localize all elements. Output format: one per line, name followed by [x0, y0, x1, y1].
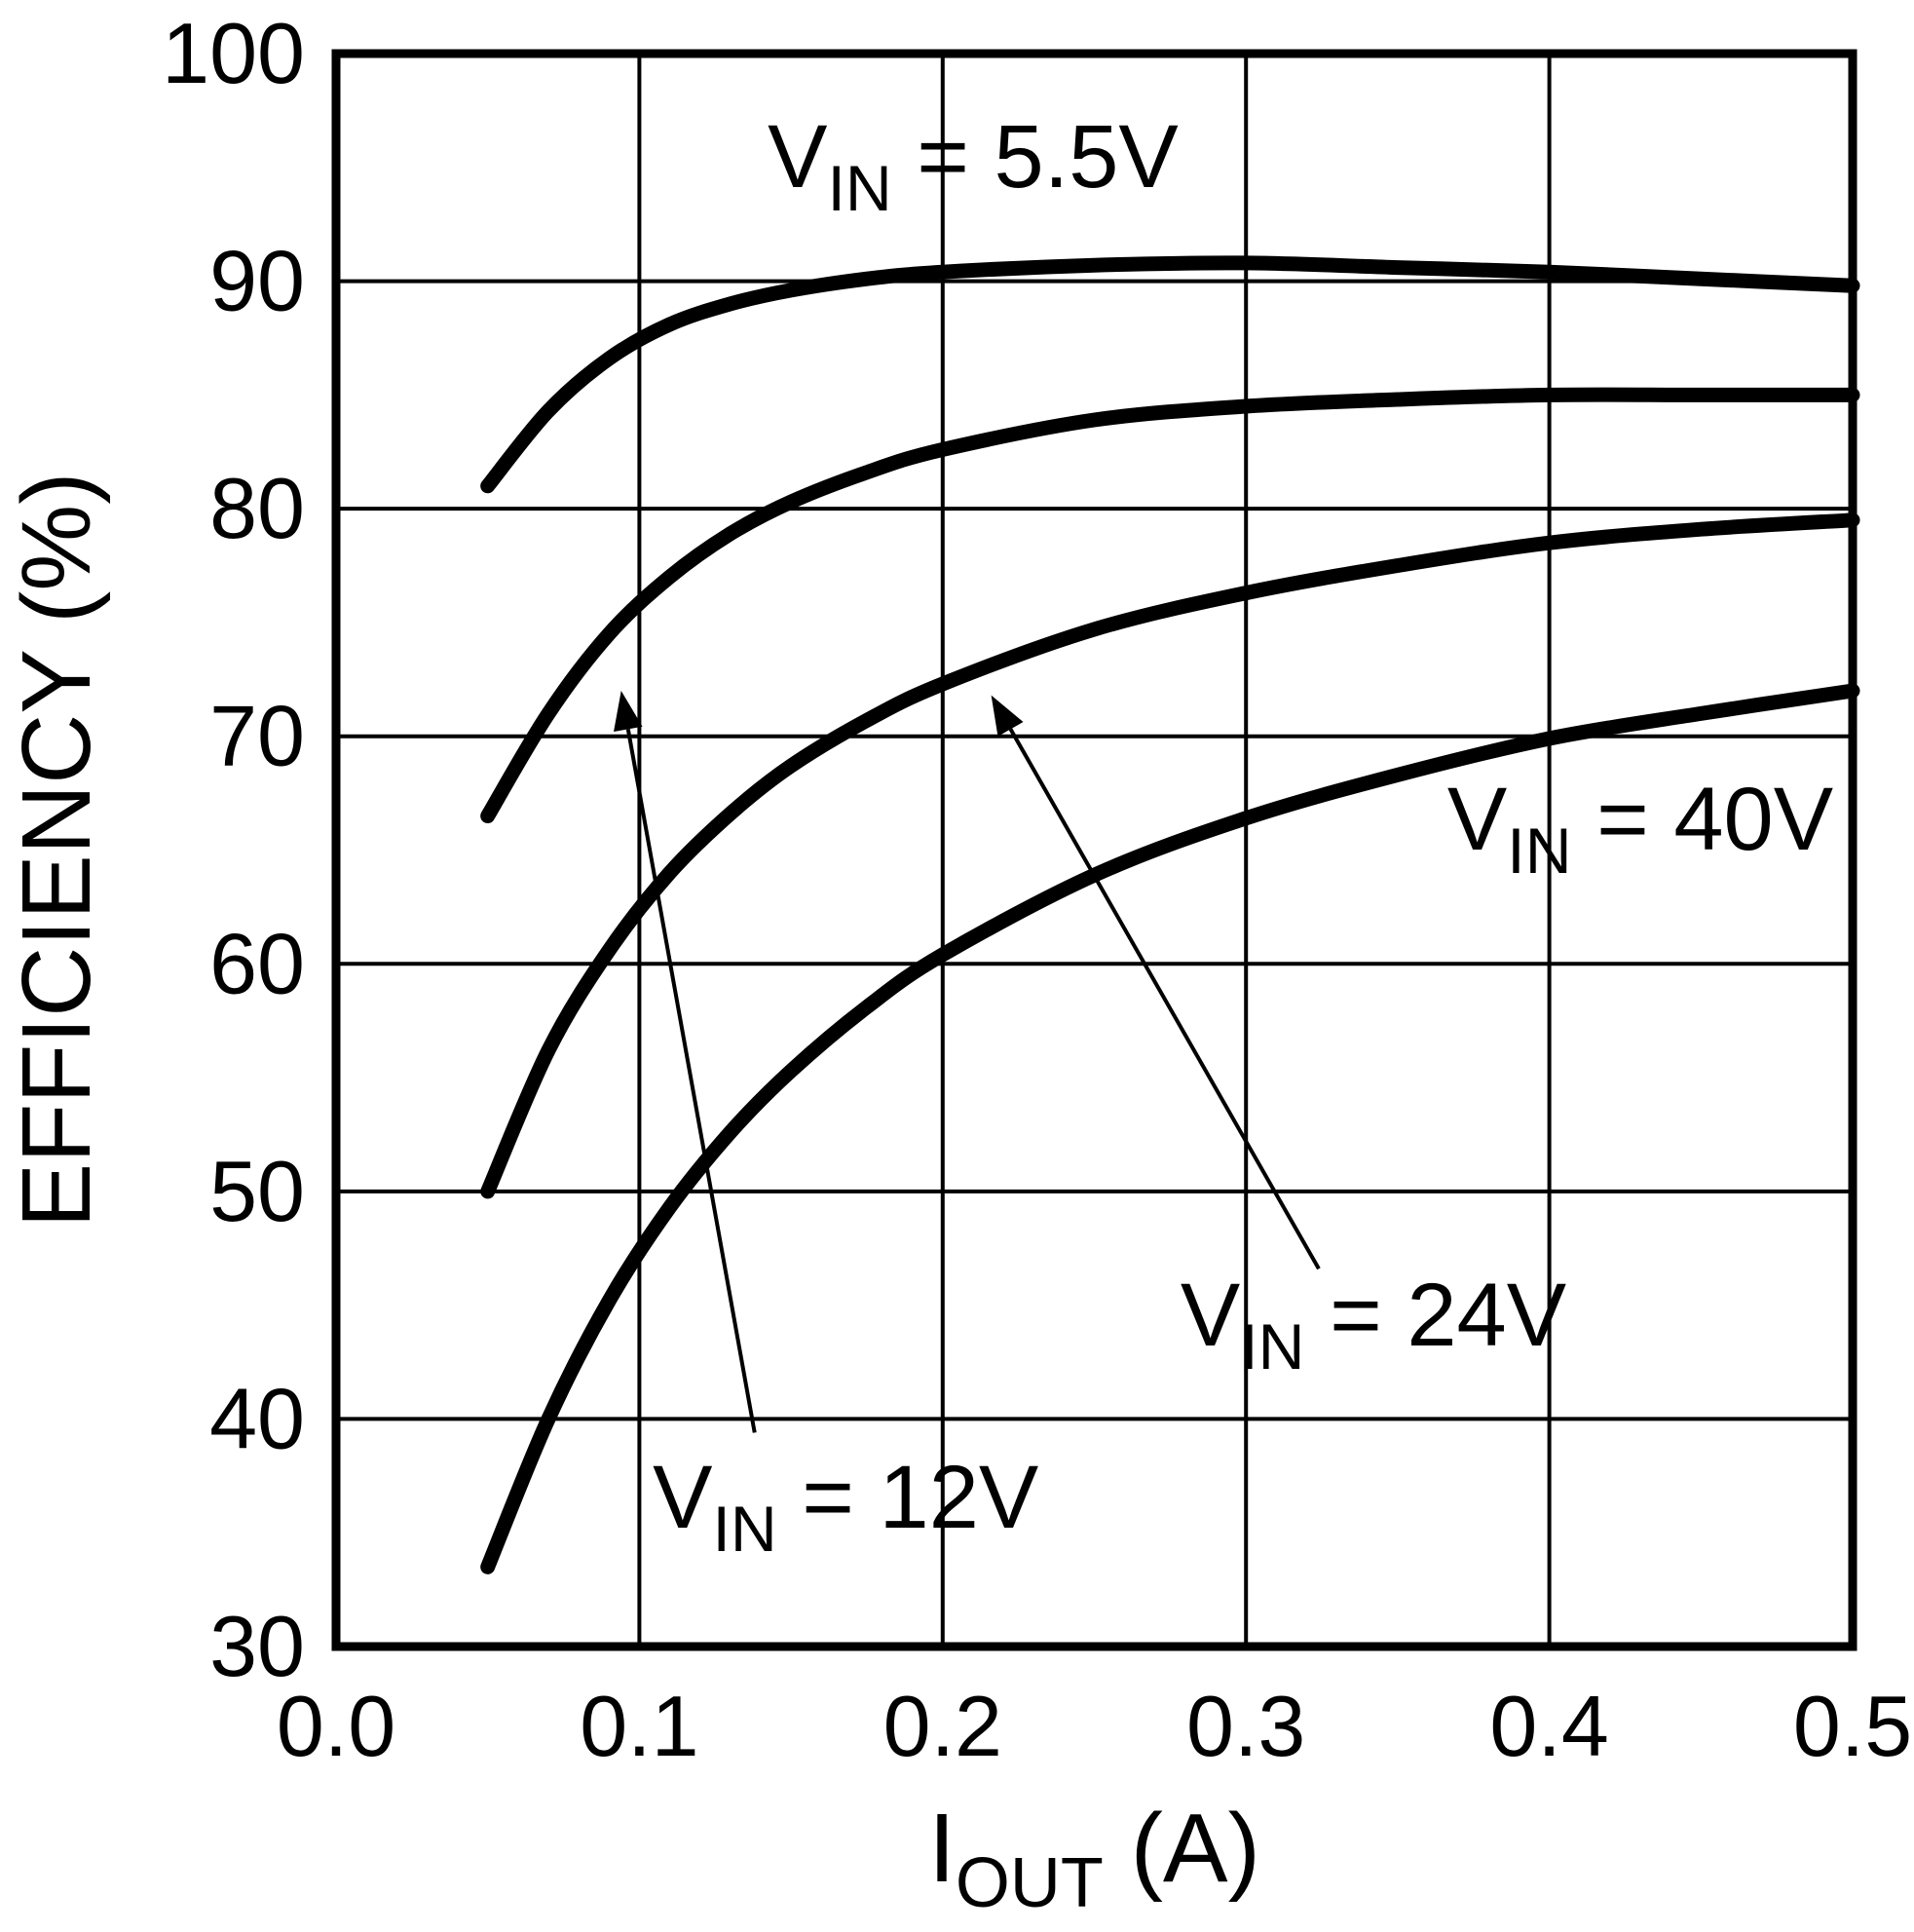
- x-tick-label: 0.1: [580, 1678, 698, 1774]
- arrow-to-vin-24v-curve-line: [1008, 728, 1321, 1270]
- series-label-vin-24v: VIN = 24V: [1181, 1266, 1566, 1383]
- y-tick-label: 30: [209, 1598, 305, 1694]
- curves-layer: [480, 255, 1860, 1574]
- x-tick-label: 0.2: [883, 1678, 1002, 1774]
- arrow-to-vin-12v-curve-head: [614, 691, 643, 733]
- x-tick-label: 0.3: [1186, 1678, 1305, 1774]
- arrow-to-vin-24v-curve-head: [991, 695, 1024, 737]
- series-label-vin-12v: VIN = 12V: [653, 1448, 1038, 1566]
- x-tick-label: 0.4: [1489, 1678, 1608, 1774]
- x-axis-title: IOUT (A): [928, 1794, 1260, 1922]
- annotations-layer: VIN = 5.5V VIN = 40V VIN = 24V VIN = 12V: [653, 107, 1833, 1566]
- x-tick-label: 0.0: [277, 1678, 395, 1774]
- curve-vin-5v5: [480, 255, 1860, 494]
- plot-frame: [331, 49, 1858, 1651]
- curve-vin-24v: [480, 512, 1860, 1199]
- y-tick-label: 50: [209, 1143, 305, 1239]
- x-tick-label: 0.5: [1793, 1678, 1912, 1774]
- y-tick-label: 90: [209, 233, 305, 329]
- y-tick-label: 60: [209, 915, 305, 1011]
- series-label-vin-5v5: VIN = 5.5V: [768, 107, 1179, 225]
- y-tick-label: 70: [209, 688, 305, 784]
- tick-labels-layer: 0.0 0.1 0.2 0.3 0.4 0.5 30 40 50 60 70 80 90 100: [162, 5, 1912, 1774]
- arrows-layer: [614, 691, 1321, 1433]
- curve-vin-12v: [480, 387, 1860, 823]
- y-tick-label: 40: [209, 1370, 305, 1466]
- curve-vin-40v: [480, 683, 1860, 1574]
- arrow-to-vin-12v-curve-line: [625, 729, 757, 1433]
- y-axis-title: EFFICIENCY (%): [2, 473, 111, 1229]
- y-tick-label: 80: [209, 460, 305, 556]
- y-tick-label: 100: [162, 5, 305, 101]
- series-label-vin-40v: VIN = 40V: [1447, 770, 1833, 888]
